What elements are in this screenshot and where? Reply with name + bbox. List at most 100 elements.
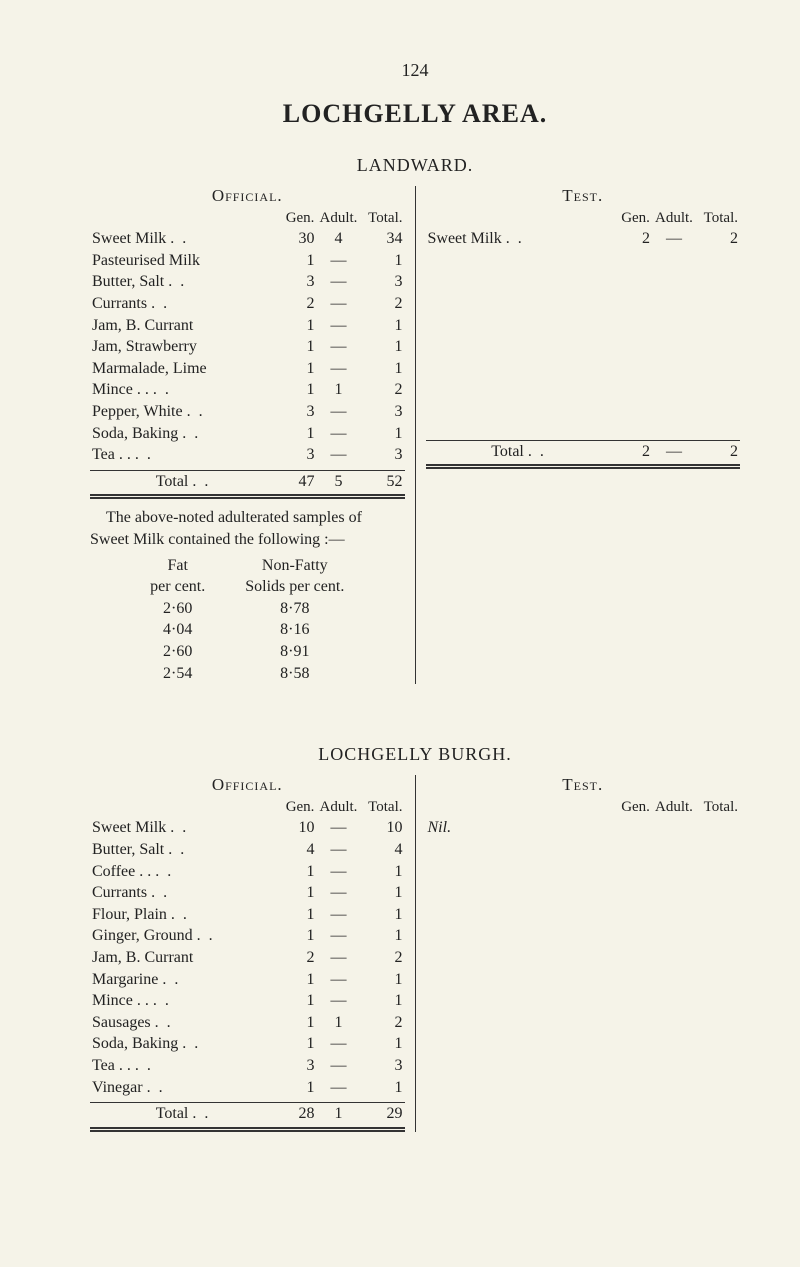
table-row: Jam, B. Currant2—2 <box>90 947 405 969</box>
row-total: 2 <box>696 228 740 250</box>
row-gen: 1 <box>272 423 316 445</box>
col-total: Total. <box>696 208 740 228</box>
row-adult: — <box>316 1033 360 1055</box>
row-adult: — <box>316 925 360 947</box>
row-adult: — <box>316 423 360 445</box>
dots: . . <box>170 230 188 247</box>
official-heading: Official. <box>90 775 405 795</box>
dots: . . <box>151 295 169 312</box>
row-gen: 2 <box>272 293 316 315</box>
dots: . . <box>187 403 205 420</box>
table-row: Soda, Baking . .1—1 <box>90 423 405 445</box>
row-adult: — <box>316 358 360 380</box>
landward-subtitle: LANDWARD. <box>90 155 740 176</box>
dots: . . <box>155 863 173 880</box>
row-total: 1 <box>360 969 404 991</box>
row-total: 1 <box>360 315 404 337</box>
row-gen: 1 <box>272 1012 316 1034</box>
row-total: 3 <box>360 401 404 423</box>
row-label: Sweet Milk <box>92 819 166 836</box>
total-total: 29 <box>360 1103 404 1125</box>
page: 124 LOCHGELLY AREA. LANDWARD. Official. … <box>0 0 800 1267</box>
row-label: Sweet Milk <box>428 230 502 247</box>
row-label: Sweet Milk <box>92 230 166 247</box>
row-label: Mince . . <box>92 381 149 398</box>
dots: . . <box>506 230 524 247</box>
row-gen: 1 <box>272 990 316 1012</box>
burgh-subtitle: LOCHGELLY BURGH. <box>90 744 740 765</box>
row-gen: 1 <box>272 1033 316 1055</box>
dots: . . <box>153 381 171 398</box>
table-row: Margarine . .1—1 <box>90 969 405 991</box>
row-total: 1 <box>360 250 404 272</box>
table-row: Sweet Milk . . 2 — 2 <box>426 228 741 250</box>
row-gen: 1 <box>272 336 316 358</box>
row-total: 1 <box>360 925 404 947</box>
row-total: 4 <box>360 839 404 861</box>
nf-sub: Solids per cent. <box>245 576 344 598</box>
solids-value: 8·16 <box>245 619 344 641</box>
row-total: 1 <box>360 1033 404 1055</box>
row-adult: 4 <box>316 228 360 250</box>
dots: . . <box>135 446 153 463</box>
dots: . . <box>171 906 189 923</box>
row-adult: — <box>316 315 360 337</box>
row-label: Pasteurised Milk <box>92 252 200 269</box>
row-gen: 2 <box>272 947 316 969</box>
table-row: Ginger, Ground . .1—1 <box>90 925 405 947</box>
row-gen: 30 <box>272 228 316 250</box>
row-adult: — <box>316 861 360 883</box>
page-number: 124 <box>90 60 740 81</box>
row-label: Butter, Salt <box>92 841 164 858</box>
row-gen: 1 <box>272 882 316 904</box>
dots: . . <box>197 927 215 944</box>
row-label: Soda, Baking <box>92 425 178 442</box>
test-heading: Test. <box>426 775 741 795</box>
fat-sub: per cent. <box>150 576 205 598</box>
row-adult: — <box>316 401 360 423</box>
row-adult: — <box>316 839 360 861</box>
table-header-row: Gen. Adult. Total. <box>90 208 405 228</box>
total-adult: 1 <box>316 1103 360 1125</box>
row-adult: — <box>316 947 360 969</box>
col-gen: Gen. <box>272 208 316 228</box>
row-adult: — <box>316 1077 360 1099</box>
row-gen: 4 <box>272 839 316 861</box>
row-total: 10 <box>360 817 404 839</box>
solids-value: 8·78 <box>245 598 344 620</box>
dots: . . <box>155 1014 173 1031</box>
row-total: 1 <box>360 990 404 1012</box>
row-total: 3 <box>360 271 404 293</box>
row-adult: 1 <box>316 1012 360 1034</box>
row-adult: — <box>316 882 360 904</box>
total-gen: 28 <box>272 1103 316 1125</box>
burgh-test-table: Gen. Adult. Total. Nil. <box>426 797 741 839</box>
row-label: Tea . . <box>92 446 131 463</box>
row-label: Vinegar <box>92 1079 143 1096</box>
dots: . . <box>170 819 188 836</box>
row-adult: — <box>316 1055 360 1077</box>
fat-head: Fat <box>150 555 205 577</box>
total-adult: — <box>652 440 696 462</box>
dots: . . <box>192 473 210 490</box>
dots: . . <box>151 884 169 901</box>
nil-label: Nil. <box>426 817 608 839</box>
table-total-row: Total . . 47 5 52 <box>90 470 405 492</box>
row-adult: — <box>316 444 360 466</box>
row-label: Margarine <box>92 971 158 988</box>
table-total-row: Total . . 2 — 2 <box>426 440 741 462</box>
solids-value: 8·91 <box>245 641 344 663</box>
row-gen: 10 <box>272 817 316 839</box>
total-label: Total <box>491 443 524 460</box>
row-label: Tea . . <box>92 1057 131 1074</box>
row-label: Flour, Plain <box>92 906 167 923</box>
row-adult: — <box>316 990 360 1012</box>
row-total: 1 <box>360 904 404 926</box>
col-total: Total. <box>360 797 404 817</box>
row-gen: 1 <box>272 379 316 401</box>
row-total: 1 <box>360 861 404 883</box>
dots: . . <box>168 273 186 290</box>
dots: . . <box>168 841 186 858</box>
table-row: Butter, Salt . .3—3 <box>90 271 405 293</box>
row-total: 1 <box>360 358 404 380</box>
